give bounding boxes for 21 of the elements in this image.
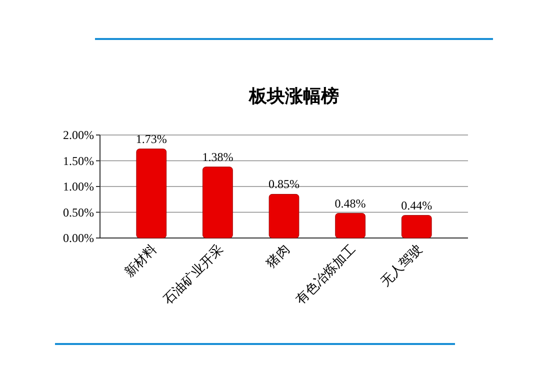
- x-tick-label: 新材料: [121, 242, 160, 280]
- bar: [136, 148, 167, 238]
- chart-title: 板块涨幅榜: [248, 86, 339, 106]
- x-tick-label: 石油矿业开采: [160, 242, 226, 308]
- data-label: 0.85%: [268, 177, 300, 192]
- data-label: 0.44%: [401, 198, 432, 212]
- bar: [335, 213, 366, 238]
- y-tick-label: 0.00%: [63, 231, 94, 246]
- data-label: 1.38%: [202, 150, 234, 164]
- bar: [268, 194, 300, 238]
- data-label: 1.73%: [136, 132, 167, 146]
- y-tick-label: 1.00%: [63, 180, 94, 194]
- x-tick-label: 无人驾驶: [377, 242, 425, 289]
- y-tick-label: 1.50%: [63, 154, 94, 168]
- bar: [202, 166, 233, 238]
- bar: [401, 215, 432, 238]
- x-tick-label: 猪肉: [263, 242, 292, 271]
- data-label: 0.48%: [334, 196, 366, 210]
- y-tick-label: 2.00%: [63, 128, 94, 142]
- x-tick-label: 有色冶炼加工: [292, 242, 358, 308]
- y-tick-label: 0.50%: [63, 205, 94, 220]
